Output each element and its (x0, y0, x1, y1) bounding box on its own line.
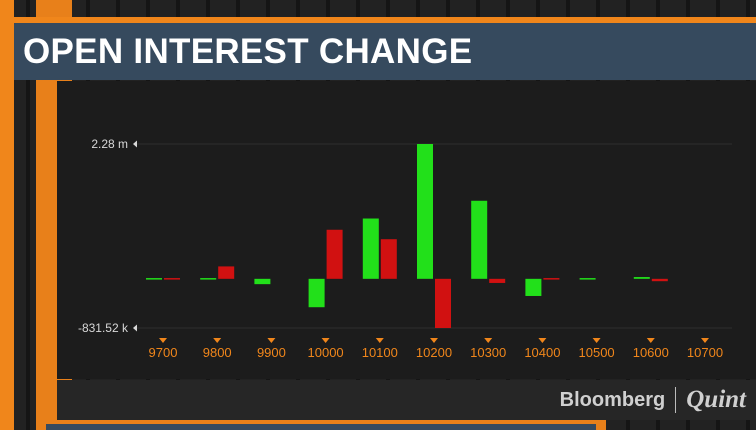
x-tick-marker (646, 338, 655, 343)
x-tick-marker (375, 338, 384, 343)
y-tick-label: 2.28 m (91, 137, 128, 151)
x-tick-marker (267, 338, 276, 343)
x-tick-marker (321, 338, 330, 343)
x-tick-marker (701, 338, 709, 343)
x-tick-label: 9900 (257, 345, 286, 360)
green-bar (633, 277, 650, 279)
red-bar (543, 278, 560, 280)
red-bar (380, 239, 397, 279)
chart-panel: 2.28 m -831.52 k 9700 9800 9900 10000 10100 102… (57, 81, 756, 379)
red-bar (651, 278, 668, 282)
y-tick-marker (133, 140, 137, 148)
green-bar (471, 200, 488, 279)
green-bar (417, 144, 433, 279)
x-tick-label: 10300 (470, 345, 506, 360)
green-bar (362, 218, 379, 279)
x-tick-label: 10200 (416, 345, 452, 360)
x-tick-marker (538, 338, 547, 343)
y-tick-label: -831.52 k (78, 321, 129, 335)
red-bar (164, 278, 180, 280)
page-title: OPEN INTEREST CHANGE (23, 32, 473, 71)
partner-name: Quint (686, 386, 746, 413)
green-bar (254, 278, 271, 285)
red-bar (435, 278, 451, 328)
open-interest-chart: 2.28 m -831.52 k 9700 9800 9900 10000 10100 102… (78, 137, 732, 360)
x-tick-marker (159, 338, 167, 343)
bottom-banner-edge (46, 424, 596, 430)
green-bar (200, 278, 217, 280)
x-tick-marker (592, 338, 601, 343)
x-tick-label: 10600 (633, 345, 669, 360)
top-accent-bar (14, 17, 756, 23)
left-accent-bar (0, 0, 14, 430)
x-tick-marker (484, 338, 493, 343)
red-bar (218, 266, 235, 279)
red-bar (489, 278, 506, 283)
x-tick-label: 10100 (362, 345, 398, 360)
x-tick-label: 10500 (579, 345, 615, 360)
brand-watermark: Bloomberg Quint (560, 384, 746, 416)
x-tick-marker (430, 338, 438, 343)
x-tick-marker (213, 338, 222, 343)
footer-bar (57, 380, 756, 420)
green-bar (308, 278, 325, 308)
green-bar (579, 278, 596, 280)
brand-name: Bloomberg (559, 388, 666, 411)
x-tick-label: 10700 (687, 345, 723, 360)
red-bar (326, 229, 343, 279)
x-tick-label: 10000 (308, 345, 344, 360)
title-banner: OPEN INTEREST CHANGE (14, 23, 756, 80)
x-tick-label: 10400 (524, 345, 560, 360)
y-tick-marker (133, 324, 137, 332)
green-bar (525, 278, 542, 296)
green-bar (146, 278, 162, 280)
x-tick-label: 9800 (203, 345, 232, 360)
brand-separator (675, 387, 677, 413)
x-tick-label: 9700 (149, 345, 178, 360)
